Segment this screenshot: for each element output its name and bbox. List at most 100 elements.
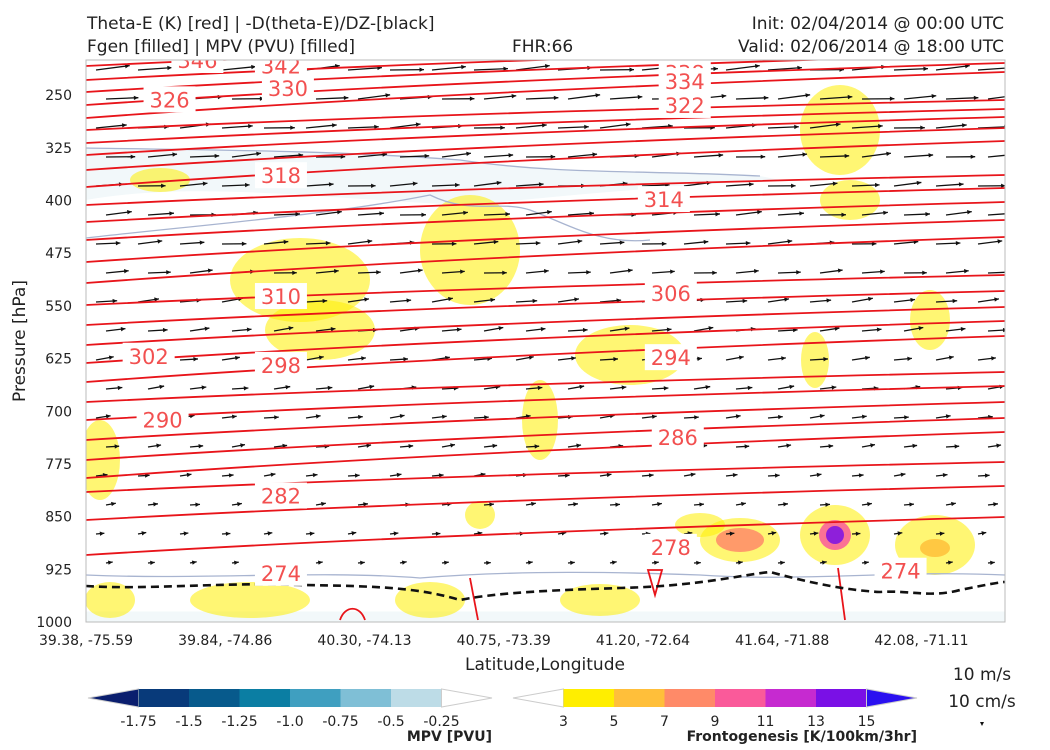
wind-vector-head (435, 531, 441, 536)
theta-e-contour (86, 140, 1005, 188)
wind-vector-head (105, 414, 111, 419)
x-tick-labels: 39.38, -75.59 39.84, -74.86 40.30, -74.13 4… (39, 633, 969, 649)
wind-vector (557, 126, 589, 129)
wind-vector-head (778, 414, 783, 420)
wind-vector-head (550, 154, 556, 159)
wind-vector-head (379, 211, 384, 216)
wind-vector-head (166, 270, 171, 275)
wind-vector (473, 181, 502, 187)
wind-vector-head (952, 298, 958, 304)
frontogenesis-shading (465, 501, 495, 529)
wind-vector-head (883, 210, 888, 216)
wind-vector-head (267, 531, 273, 536)
wind-vector-head (771, 531, 777, 536)
wind-vector-head (573, 502, 578, 507)
wind-vector-head (161, 183, 166, 188)
wind-vector-head (703, 239, 709, 245)
wind-vector-head (819, 414, 825, 419)
wind-vector-head (708, 326, 714, 331)
theta-e-contour (86, 320, 1005, 364)
wind-vector-head (923, 66, 928, 71)
wind-vector (767, 66, 802, 71)
theta-e-contour (469, 577, 479, 621)
wind-vector-head (508, 153, 514, 158)
wind-vector-head (741, 501, 746, 507)
wind-vector-head (202, 181, 208, 186)
wind-vector (935, 64, 970, 71)
wind-vector-head (837, 268, 843, 273)
wind-vector-head (629, 67, 634, 72)
theta-e-contour (86, 116, 1005, 156)
wind-vector-head (283, 239, 289, 245)
wind-vector-head (997, 239, 1003, 244)
wind-vector-head (441, 414, 447, 419)
colorbar-swatch (441, 688, 493, 708)
wind-vector-head (153, 502, 158, 507)
wind-vector-head (931, 94, 937, 99)
theta-e-contour (86, 461, 1005, 493)
wind-vector-head (537, 385, 543, 391)
y-tick-label: 850 (45, 510, 72, 526)
wind-vector-head (1006, 270, 1011, 274)
wind-vector-head (444, 560, 449, 565)
wind-vector-head (651, 414, 657, 419)
wind-vector (483, 154, 514, 158)
wind-vector (767, 126, 799, 129)
wind-vector-head (312, 472, 318, 478)
wind-vector-head (784, 297, 789, 302)
wind-vector (725, 64, 760, 71)
wind-vector-head (718, 153, 724, 158)
wind-vector-head (861, 414, 867, 419)
contour-labels: 3463423383343303263223183143103063022982… (122, 60, 927, 586)
wind-vector (777, 94, 811, 100)
frontogenesis-shading (800, 85, 880, 175)
wind-vector-head (448, 296, 453, 302)
wind-vector-head (150, 560, 155, 565)
colorbar-swatch (189, 689, 240, 707)
theta-e-contour (86, 60, 564, 81)
wind-vector (305, 124, 337, 129)
wind-vector-head (705, 385, 711, 390)
wind-vector-head (904, 415, 909, 420)
wind-vector-head (570, 560, 575, 565)
wind-vector (693, 154, 724, 158)
wind-vector-head (564, 473, 570, 478)
x-tick-label: 40.75, -73.39 (457, 633, 551, 649)
wind-vector-head (367, 239, 373, 244)
wind-vector-head (403, 357, 408, 362)
wind-vector-head (540, 327, 546, 332)
wind-vector-head (699, 502, 704, 507)
contour-label: 298 (261, 354, 301, 378)
wind-vector (525, 97, 559, 100)
wind-vector (893, 181, 922, 187)
colorbar-tick-label: -0.75 (322, 714, 358, 730)
wind-vector-head (451, 241, 457, 246)
wind-vector-head (996, 443, 1002, 448)
y-tick-label: 400 (45, 194, 72, 210)
wind-vector-head (460, 269, 465, 274)
colorbar-swatch (664, 689, 715, 707)
plot-frame (85, 59, 1006, 623)
wind-vector-head (828, 444, 834, 449)
wind-vector-head (193, 357, 198, 362)
wind-vector-head (821, 560, 827, 565)
wind-vector-head (823, 357, 828, 362)
wind-vector-head (228, 473, 234, 478)
contour-label: 314 (644, 188, 684, 212)
wind-vector-head (942, 472, 948, 478)
wind-vector (987, 213, 1005, 216)
contour-label-bg (254, 60, 307, 79)
mpv-shading (86, 611, 1005, 622)
contour-label: 294 (651, 346, 691, 370)
wind-vector-head (970, 154, 976, 159)
colorbar-tick-label: 13 (807, 714, 825, 730)
wind-vector-head (374, 124, 379, 130)
wind-vector (305, 183, 334, 187)
wind-vector-head (963, 269, 969, 274)
wind-vector-head (538, 182, 544, 187)
valid-time: Valid: 02/06/2014 @ 18:00 UTC (738, 37, 1004, 57)
theta-e-contour (837, 567, 846, 621)
colorbar-tick-label: 9 (711, 714, 720, 730)
wind-vector-head (584, 124, 589, 130)
wind-vector-head (813, 531, 819, 536)
